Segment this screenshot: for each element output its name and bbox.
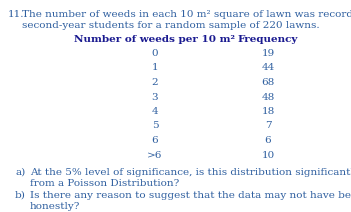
Text: >6: >6 xyxy=(147,151,163,159)
Text: honestly?: honestly? xyxy=(30,202,80,211)
Text: At the 5% level of significance, is this distribution significantly different: At the 5% level of significance, is this… xyxy=(30,168,351,177)
Text: Is there any reason to suggest that the data may not have been reported: Is there any reason to suggest that the … xyxy=(30,191,351,200)
Text: 7: 7 xyxy=(265,121,271,131)
Text: 19: 19 xyxy=(261,49,274,58)
Text: 1: 1 xyxy=(152,64,158,73)
Text: 0: 0 xyxy=(152,49,158,58)
Text: 6: 6 xyxy=(152,136,158,145)
Text: 48: 48 xyxy=(261,92,274,102)
Text: 11.: 11. xyxy=(8,10,25,19)
Text: b): b) xyxy=(15,191,26,200)
Text: Number of weeds per 10 m²: Number of weeds per 10 m² xyxy=(74,35,236,44)
Text: 5: 5 xyxy=(152,121,158,131)
Text: 18: 18 xyxy=(261,107,274,116)
Text: a): a) xyxy=(15,168,25,177)
Text: 2: 2 xyxy=(152,78,158,87)
Text: 3: 3 xyxy=(152,92,158,102)
Text: 44: 44 xyxy=(261,64,274,73)
Text: 68: 68 xyxy=(261,78,274,87)
Text: from a Poisson Distribution?: from a Poisson Distribution? xyxy=(30,179,179,188)
Text: 10: 10 xyxy=(261,151,274,159)
Text: The number of weeds in each 10 m² square of lawn was recorded by a team of: The number of weeds in each 10 m² square… xyxy=(22,10,351,19)
Text: 6: 6 xyxy=(265,136,271,145)
Text: second-year students for a random sample of 220 lawns.: second-year students for a random sample… xyxy=(22,21,320,30)
Text: 4: 4 xyxy=(152,107,158,116)
Text: Frequency: Frequency xyxy=(238,35,298,44)
